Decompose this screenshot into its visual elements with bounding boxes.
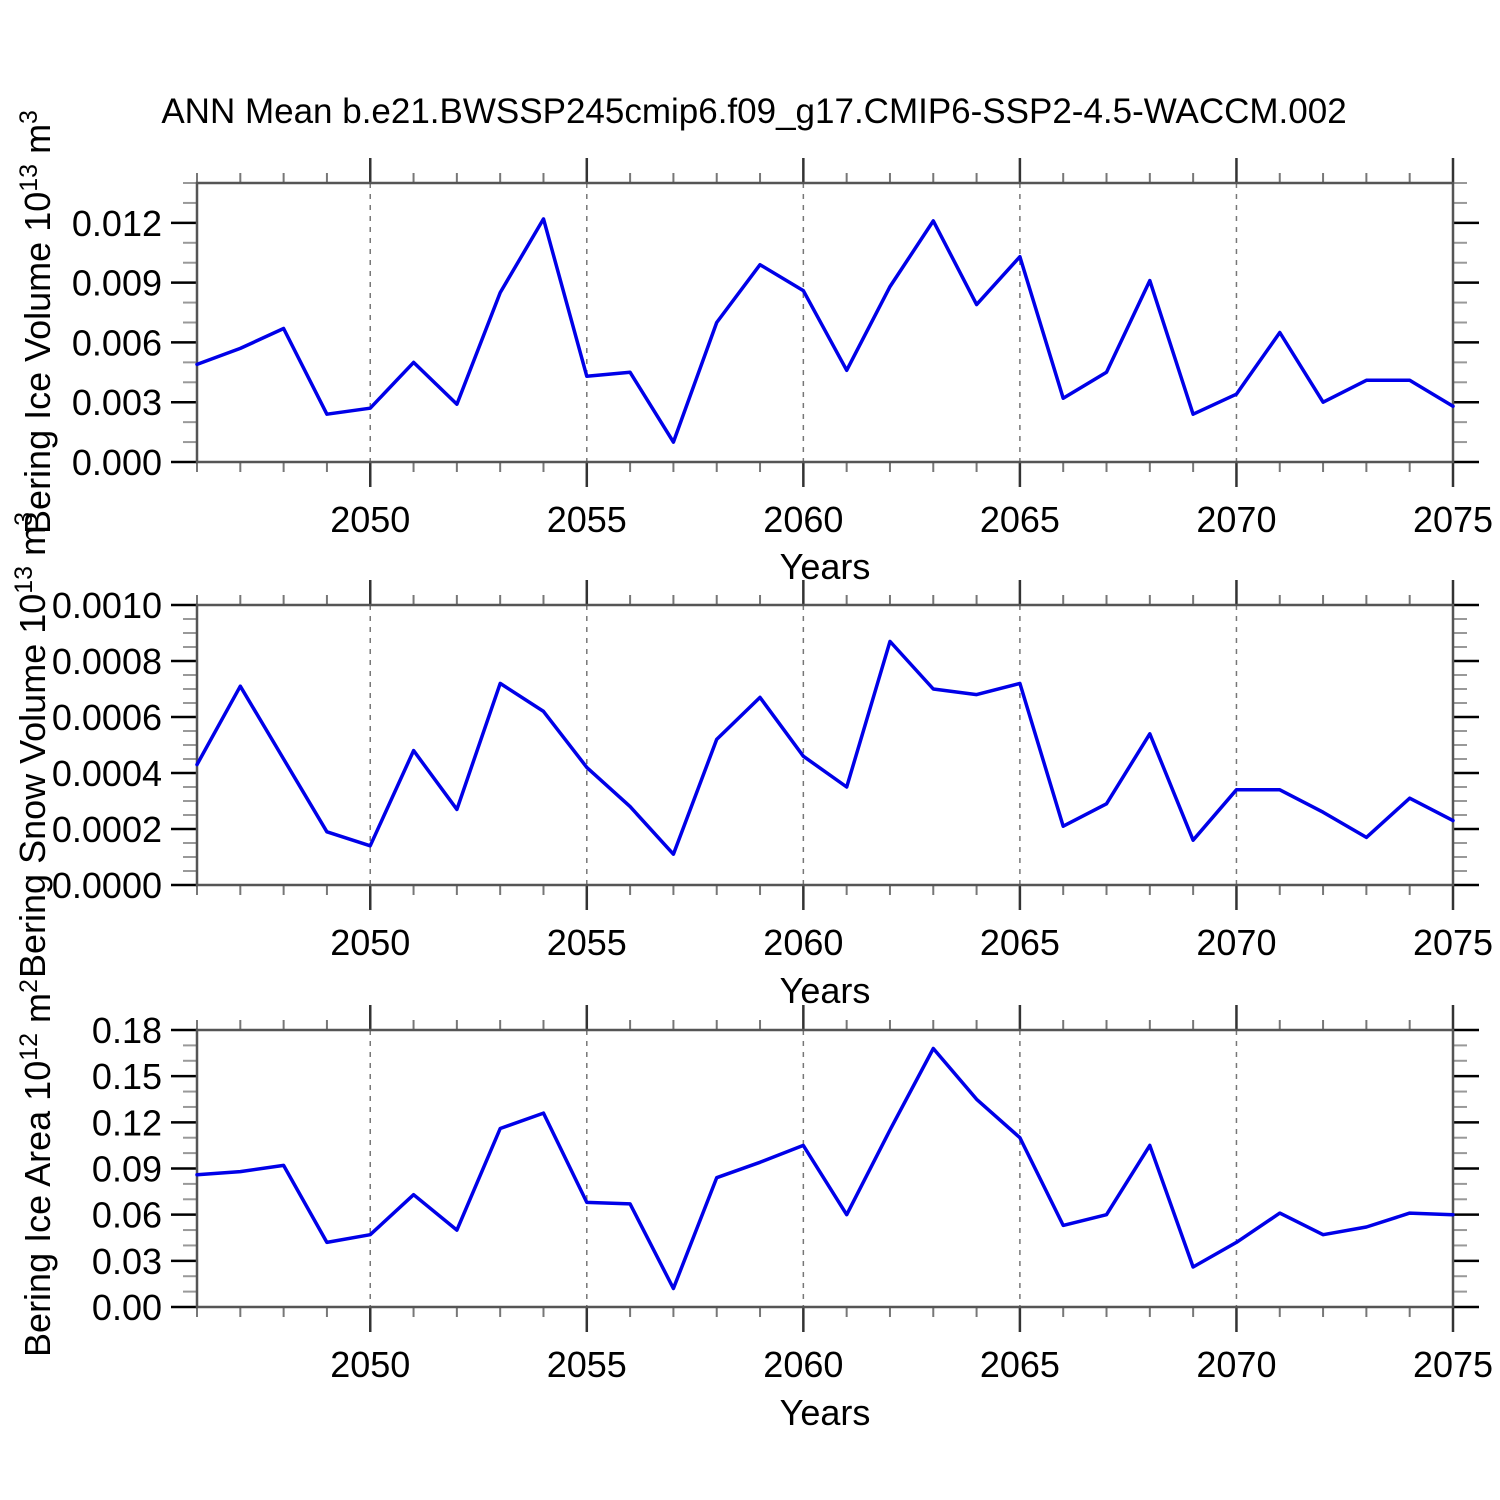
y-axis-title-exponent: 12 [15,1032,43,1061]
bering-ice-volume-line [195,217,1455,444]
y-axis-title-snow-volume: Bering Snow Volume 1013 m3 [10,512,54,978]
x-tick-label: 2075 [1413,499,1493,540]
x-tick-label: 2065 [980,922,1060,963]
x-tick-label: 2055 [547,1344,627,1385]
y-axis-title-unit: m [17,123,58,164]
y-tick-label: 0.0004 [52,753,162,794]
y-axis-title-unit-exponent: 3 [10,512,38,526]
plot-border [195,603,1455,887]
y-axis-title-unit-exponent: 3 [15,110,43,124]
x-axis-title-years-panel2: Years [779,970,871,1011]
y-tick-label: 0.03 [92,1241,162,1282]
plot-border [195,1028,1455,1309]
x-tick-label: 2050 [330,922,410,963]
x-tick-label: 2070 [1196,922,1276,963]
y-tick-label: 0.0008 [52,641,162,682]
y-tick-label: 0.0006 [52,697,162,738]
y-axis-title-text: Bering Snow Volume 10 [12,593,53,978]
y-tick-label: 0.15 [92,1056,162,1097]
x-tick-label: 2065 [980,499,1060,540]
y-axis-title-unit: m [12,525,53,566]
y-tick-label: 0.009 [72,263,162,304]
y-axis-title-unit-exponent: 2 [15,979,43,993]
y-axis-title-unit: m [17,992,58,1033]
x-tick-label: 2060 [763,922,843,963]
y-tick-label: 0.003 [72,382,162,423]
x-tick-label: 2050 [330,499,410,540]
plot-border [195,181,1455,464]
y-tick-label: 0.000 [72,442,162,483]
x-tick-label: 2075 [1413,922,1493,963]
y-tick-label: 0.09 [92,1149,162,1190]
x-axis-title-years-panel1: Years [779,546,871,587]
x-tick-label: 2050 [330,1344,410,1385]
x-tick-label: 2055 [547,499,627,540]
chart-title: ANN Mean b.e21.BWSSP245cmip6.f09_g17.CMI… [161,92,1347,131]
y-axis-title-text: Bering Ice Area 10 [17,1060,58,1357]
panel-bering-ice-volume: 0.000 0.003 0.006 0.009 0.012 2050 2055 2060 206… [72,158,1493,540]
x-tick-label: 2065 [980,1344,1060,1385]
y-tick-label: 0.00 [92,1287,162,1328]
y-tick-label: 0.18 [92,1010,162,1051]
y-axis-title-exponent: 13 [15,163,43,192]
x-tick-label: 2070 [1196,1344,1276,1385]
x-tick-label: 2060 [763,1344,843,1385]
y-tick-label: 0.012 [72,203,162,244]
y-tick-label: 0.12 [92,1102,162,1143]
y-axis-title-text: Bering Ice Volume 10 [17,191,58,534]
y-tick-label: 0.06 [92,1195,162,1236]
y-tick-label: 0.0002 [52,809,162,850]
x-axis-title-years-panel3: Years [779,1392,871,1433]
bering-ice-area-line [195,1046,1455,1291]
y-axis-title-exponent: 13 [10,565,38,594]
y-tick-label: 0.0000 [52,865,162,906]
y-axis-title-ice-area: Bering Ice Area 1012 m2 [15,979,59,1357]
panel-bering-ice-area: 0.00 0.03 0.06 0.09 0.12 0.15 0.18 2050 2055 2060… [92,1005,1493,1385]
y-tick-label: 0.006 [72,322,162,363]
bering-snow-volume-line [195,639,1455,856]
x-tick-label: 2060 [763,499,843,540]
panel-bering-snow-volume: 0.0000 0.0002 0.0004 0.0006 0.0008 0.0010 2050… [52,580,1493,963]
y-axis-title-ice-volume: Bering Ice Volume 1013 m3 [15,110,59,534]
x-tick-label: 2075 [1413,1344,1493,1385]
x-tick-label: 2070 [1196,499,1276,540]
x-tick-label: 2055 [547,922,627,963]
y-tick-label: 0.0010 [52,585,162,626]
